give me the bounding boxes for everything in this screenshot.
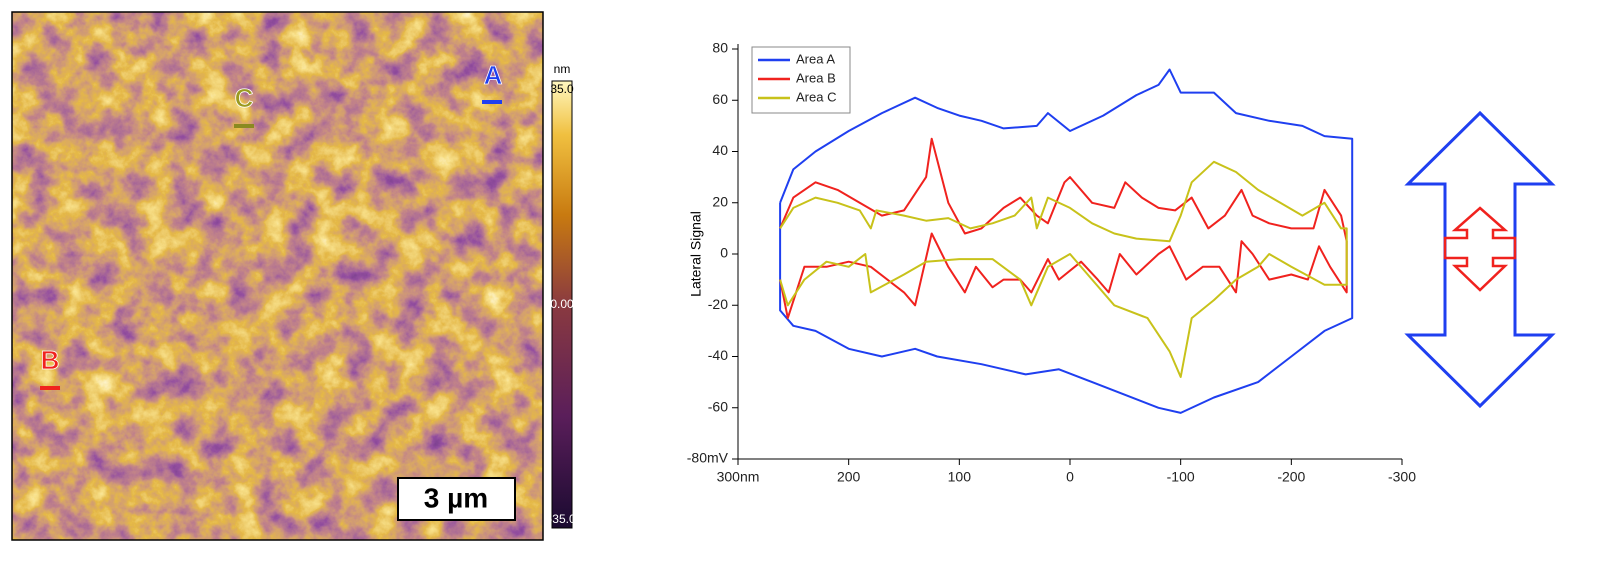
inner-arrow (1443, 206, 1517, 292)
x-tick-label: 300nm (717, 469, 760, 485)
x-tick-label: 100 (948, 469, 972, 485)
legend-label: Area B (796, 70, 836, 85)
colorbar-mid: 0.00 (550, 297, 574, 311)
series-line (779, 137, 1348, 320)
x-tick-label: -300 (1388, 469, 1416, 485)
afm-image: A B C 3 µm (11, 11, 544, 541)
direction-diagram (1404, 110, 1556, 409)
y-tick-label: 80 (712, 40, 728, 56)
colorbar-min: -35.0 (548, 512, 576, 526)
colorbar-gradient (551, 80, 573, 529)
legend-label: Area A (796, 51, 835, 66)
y-axis-label: Lateral Signal (688, 211, 704, 297)
label-a: A (484, 60, 503, 90)
series-line (779, 68, 1354, 414)
series-line (779, 160, 1348, 378)
label-b: B (41, 345, 60, 375)
y-tick-label: 20 (712, 193, 728, 209)
y-tick-label: 0 (720, 245, 728, 261)
y-tick-label: -60 (708, 398, 728, 414)
x-tick-label: -200 (1277, 469, 1305, 485)
afm-texture (12, 12, 543, 540)
y-tick-label: -40 (708, 347, 728, 363)
x-tick-label: -100 (1167, 469, 1195, 485)
marker-c (234, 124, 254, 128)
y-tick-label: -80mV (687, 450, 729, 466)
colorbar: nm 35.0 0.00 -35.0 (548, 62, 576, 529)
colorbar-max: 35.0 (550, 82, 574, 96)
x-tick-label: 200 (837, 469, 861, 485)
marker-b (40, 386, 60, 390)
scale-bar-box (397, 477, 516, 521)
label-c: C (235, 83, 254, 113)
x-tick-label: 0 (1066, 469, 1074, 485)
y-tick-label: 40 (712, 142, 728, 158)
afm-frame (11, 11, 544, 541)
outer-arrow (1404, 110, 1556, 409)
friction-chart: Lateral Signal 300nm 200 100 0 -100 -200 -300-… (687, 40, 1416, 485)
scale-bar: 3 µm (424, 482, 488, 513)
colorbar-unit: nm (554, 62, 571, 76)
legend-label: Area C (796, 89, 836, 104)
y-tick-label: 60 (712, 91, 728, 107)
y-tick-label: -20 (708, 296, 728, 312)
marker-a (482, 100, 502, 104)
